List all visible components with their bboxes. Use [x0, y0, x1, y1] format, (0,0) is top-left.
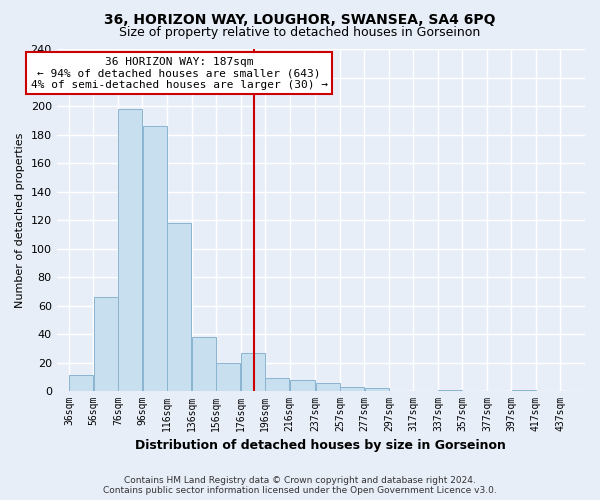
Bar: [438, 390, 462, 391]
Text: 36, HORIZON WAY, LOUGHOR, SWANSEA, SA4 6PQ: 36, HORIZON WAY, LOUGHOR, SWANSEA, SA4 6…: [104, 12, 496, 26]
Bar: [340, 387, 364, 391]
Bar: [118, 109, 142, 391]
Bar: [241, 352, 265, 391]
Bar: [69, 376, 93, 391]
Bar: [143, 126, 167, 391]
Bar: [191, 337, 216, 391]
Bar: [290, 380, 315, 391]
Bar: [94, 297, 118, 391]
X-axis label: Distribution of detached houses by size in Gorseinon: Distribution of detached houses by size …: [136, 440, 506, 452]
Bar: [265, 378, 289, 391]
Bar: [216, 362, 241, 391]
Bar: [365, 388, 389, 391]
Bar: [316, 382, 340, 391]
Bar: [512, 390, 536, 391]
Text: Contains HM Land Registry data © Crown copyright and database right 2024.: Contains HM Land Registry data © Crown c…: [124, 476, 476, 485]
Bar: [167, 223, 191, 391]
Text: Size of property relative to detached houses in Gorseinon: Size of property relative to detached ho…: [119, 26, 481, 39]
Text: 36 HORIZON WAY: 187sqm
← 94% of detached houses are smaller (643)
4% of semi-det: 36 HORIZON WAY: 187sqm ← 94% of detached…: [31, 56, 328, 90]
Text: Contains public sector information licensed under the Open Government Licence v3: Contains public sector information licen…: [103, 486, 497, 495]
Y-axis label: Number of detached properties: Number of detached properties: [15, 132, 25, 308]
